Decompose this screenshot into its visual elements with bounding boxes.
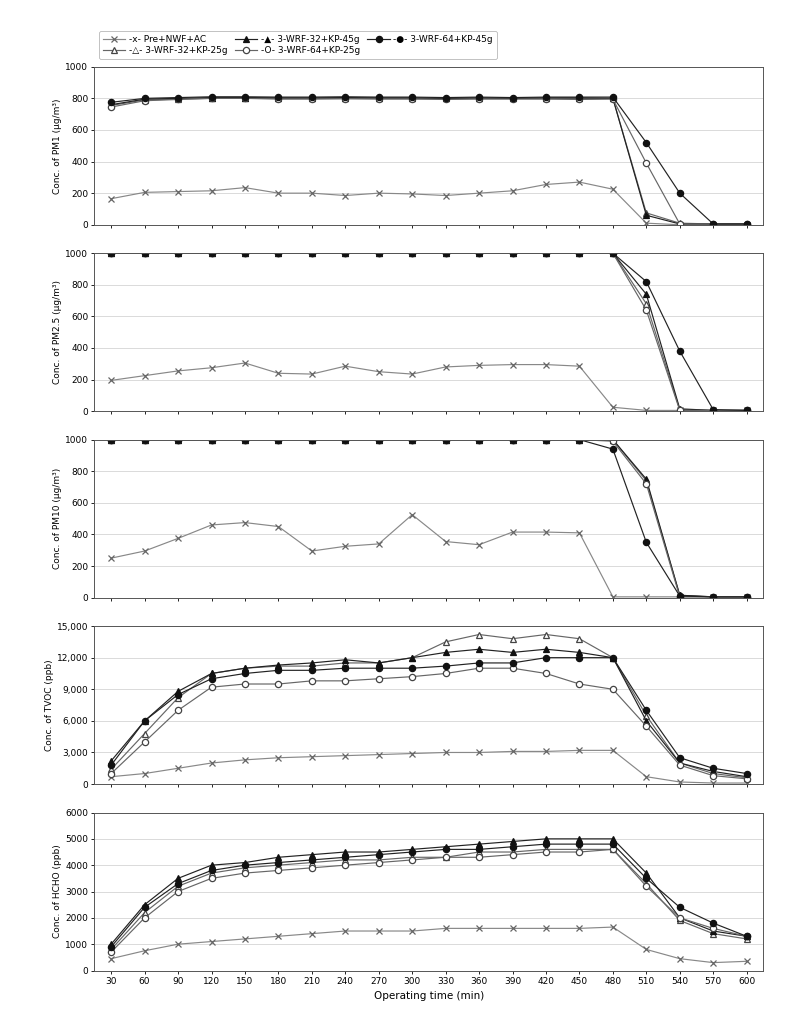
X-axis label: Operating time (min): Operating time (min) (374, 991, 484, 1001)
Y-axis label: Conc. of PM2.5 (μg/m³): Conc. of PM2.5 (μg/m³) (54, 280, 62, 384)
Legend: -x- Pre+NWF+AC, -△- 3-WRF-32+KP-25g, -▲- 3-WRF-32+KP-45g, -O- 3-WRF-64+KP-25g, -: -x- Pre+NWF+AC, -△- 3-WRF-32+KP-25g, -▲-… (99, 31, 497, 60)
Y-axis label: Conc. of TVOC (ppb): Conc. of TVOC (ppb) (45, 659, 54, 751)
Y-axis label: Conc. of HCHO (ppb): Conc. of HCHO (ppb) (54, 844, 62, 939)
Y-axis label: Conc. of PM10 (μg/m³): Conc. of PM10 (μg/m³) (54, 468, 62, 569)
Y-axis label: Conc. of PM1 (μg/m³): Conc. of PM1 (μg/m³) (54, 98, 62, 193)
